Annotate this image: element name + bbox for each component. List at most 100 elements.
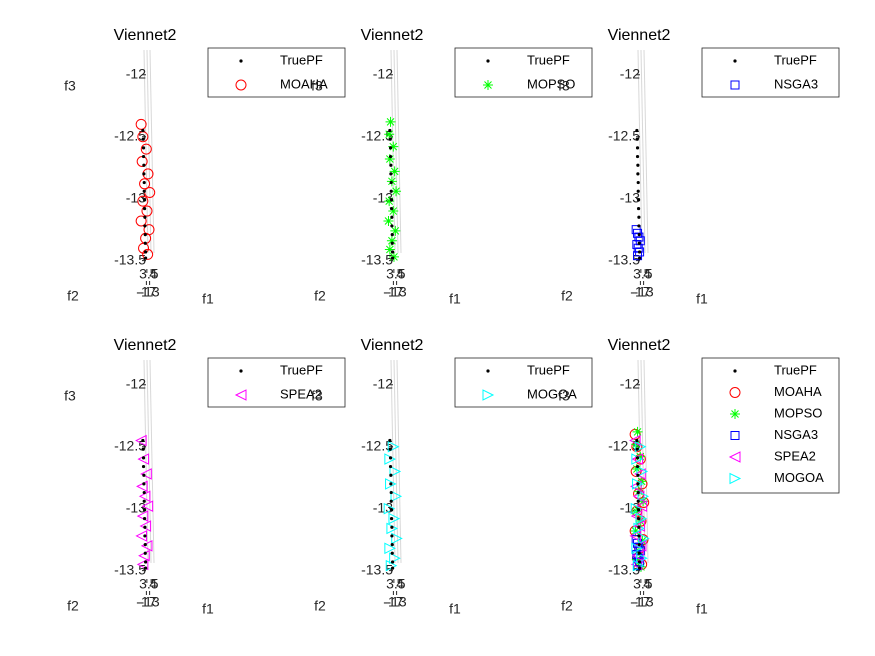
z-tick-label: -13.5 <box>608 251 640 267</box>
wireframe <box>390 359 396 564</box>
subplot-title: Viennet2 <box>361 337 424 354</box>
point-marker <box>636 499 640 503</box>
subplot-title: Viennet2 <box>608 27 671 44</box>
asterisk-marker <box>384 244 395 255</box>
point-marker <box>391 566 395 570</box>
legend-box <box>454 47 593 98</box>
legend-label: TruePF <box>774 52 817 67</box>
triangle-marker <box>136 558 149 571</box>
asterisk-marker <box>388 141 399 152</box>
point-marker <box>388 464 393 469</box>
z-axis-label: f3 <box>311 78 323 94</box>
circle-marker <box>141 205 153 217</box>
triangle-marker <box>729 472 742 485</box>
y-axis-label: f2 <box>561 598 573 614</box>
subplot-title: Viennet2 <box>114 27 177 44</box>
point-marker <box>142 198 147 202</box>
point-marker <box>142 180 146 185</box>
point-marker <box>635 464 640 469</box>
asterisk-marker <box>384 196 395 207</box>
point-marker <box>733 369 737 373</box>
point-marker <box>141 146 146 150</box>
x-axis-label: f1 <box>696 291 708 307</box>
point-marker <box>391 560 395 564</box>
circle-marker <box>135 215 147 227</box>
point-marker <box>636 482 640 486</box>
x-tick-label: 4 <box>396 576 404 592</box>
wireframe <box>643 49 649 254</box>
x-tick-label: 3.5 <box>139 266 159 282</box>
y-tick-label: -13 <box>633 284 653 300</box>
triangle-marker <box>636 552 648 565</box>
legend-label: NSGA3 <box>774 427 818 442</box>
legend-label: MOGOA <box>774 470 824 485</box>
point-marker <box>389 163 393 167</box>
point-marker <box>635 447 639 451</box>
point-marker <box>636 198 641 202</box>
y-tick-label: -13 <box>139 594 159 610</box>
circle-marker <box>137 195 149 207</box>
point-marker <box>391 256 395 260</box>
point-marker <box>636 180 640 185</box>
y-tick-label: -17 <box>383 284 403 300</box>
point-marker <box>239 369 243 373</box>
triangle-marker <box>391 532 403 545</box>
z-tick-label: -13 <box>126 499 146 515</box>
x-axis-label: f1 <box>449 291 461 307</box>
point-marker <box>143 232 147 237</box>
point-marker <box>143 525 147 529</box>
z-axis-label: f3 <box>64 78 76 94</box>
legend-box <box>454 357 593 408</box>
point-marker <box>638 256 642 260</box>
point-marker <box>635 154 640 159</box>
point-marker <box>239 59 243 63</box>
triangle-marker <box>632 478 644 490</box>
point-marker <box>637 232 641 237</box>
point-marker <box>636 473 640 477</box>
point-marker <box>388 456 393 460</box>
point-marker <box>389 206 394 211</box>
asterisk-marker <box>386 235 397 246</box>
point-marker <box>143 224 147 228</box>
asterisk-marker <box>388 206 399 217</box>
point-marker <box>388 154 393 159</box>
x-tick-label: 3.5 <box>633 576 653 592</box>
y-tick-label: -13 <box>386 284 406 300</box>
legend-label: MOPSO <box>774 405 822 420</box>
asterisk-marker <box>637 535 648 546</box>
point-marker <box>636 163 640 167</box>
point-marker <box>142 189 146 193</box>
wireframe <box>396 359 402 564</box>
x-axis-label: f1 <box>696 601 708 617</box>
circle-marker <box>136 156 148 167</box>
asterisk-marker <box>630 525 641 536</box>
subplot-title: Viennet2 <box>361 27 424 44</box>
legend-label: MOPSO <box>527 76 575 91</box>
point-marker <box>144 560 148 564</box>
legend-label: SPEA2 <box>280 386 322 401</box>
legend-label: TruePF <box>527 52 570 67</box>
point-marker <box>635 456 640 460</box>
circle-marker <box>729 387 741 398</box>
point-marker <box>141 456 146 460</box>
point-marker <box>637 224 641 228</box>
point-marker <box>637 215 641 219</box>
point-marker <box>389 508 394 512</box>
y-tick-label: -17 <box>630 594 650 610</box>
point-marker <box>142 163 146 167</box>
square-marker <box>730 80 740 90</box>
legend-box <box>701 357 840 494</box>
z-tick-label: -12 <box>373 65 393 81</box>
point-marker <box>637 542 641 547</box>
triangle-marker <box>135 434 147 447</box>
triangle-marker <box>630 480 642 493</box>
legend-label: MOAHA <box>280 76 328 91</box>
point-marker <box>388 128 392 133</box>
point-marker <box>143 241 147 245</box>
legend-box <box>207 47 346 98</box>
point-marker <box>486 59 490 63</box>
point-marker <box>389 189 393 193</box>
asterisk-marker <box>390 225 401 236</box>
asterisk-marker <box>383 215 394 226</box>
triangle-marker <box>630 502 643 515</box>
